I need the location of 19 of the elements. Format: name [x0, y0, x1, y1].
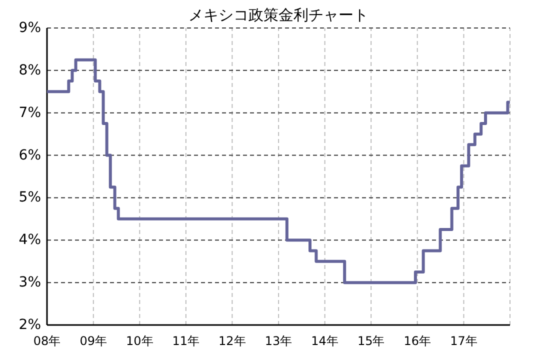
- x-tick-label: 08年: [33, 334, 61, 348]
- x-tick-label: 14年: [311, 334, 338, 348]
- x-tick-label: 09年: [80, 334, 108, 348]
- y-tick-label: 6%: [18, 147, 41, 164]
- x-tick-label: 16年: [404, 334, 431, 348]
- y-tick-label: 7%: [18, 104, 41, 121]
- x-tick-label: 10年: [126, 334, 154, 348]
- chart-title: メキシコ政策金利チャート: [188, 6, 368, 24]
- y-tick-label: 4%: [18, 232, 41, 248]
- x-tick-label: 13年: [264, 334, 292, 348]
- x-tick-label: 17年: [450, 334, 478, 348]
- y-tick-label: 9%: [18, 20, 41, 36]
- y-tick-label: 5%: [18, 190, 41, 206]
- y-tick-label: 8%: [18, 62, 41, 78]
- x-tick-label: 15年: [357, 334, 385, 348]
- x-tick-label: 11年: [172, 334, 200, 348]
- y-tick-label: 2%: [18, 317, 41, 333]
- x-tick-label: 12年: [218, 334, 246, 348]
- y-tick-label: 3%: [18, 274, 41, 291]
